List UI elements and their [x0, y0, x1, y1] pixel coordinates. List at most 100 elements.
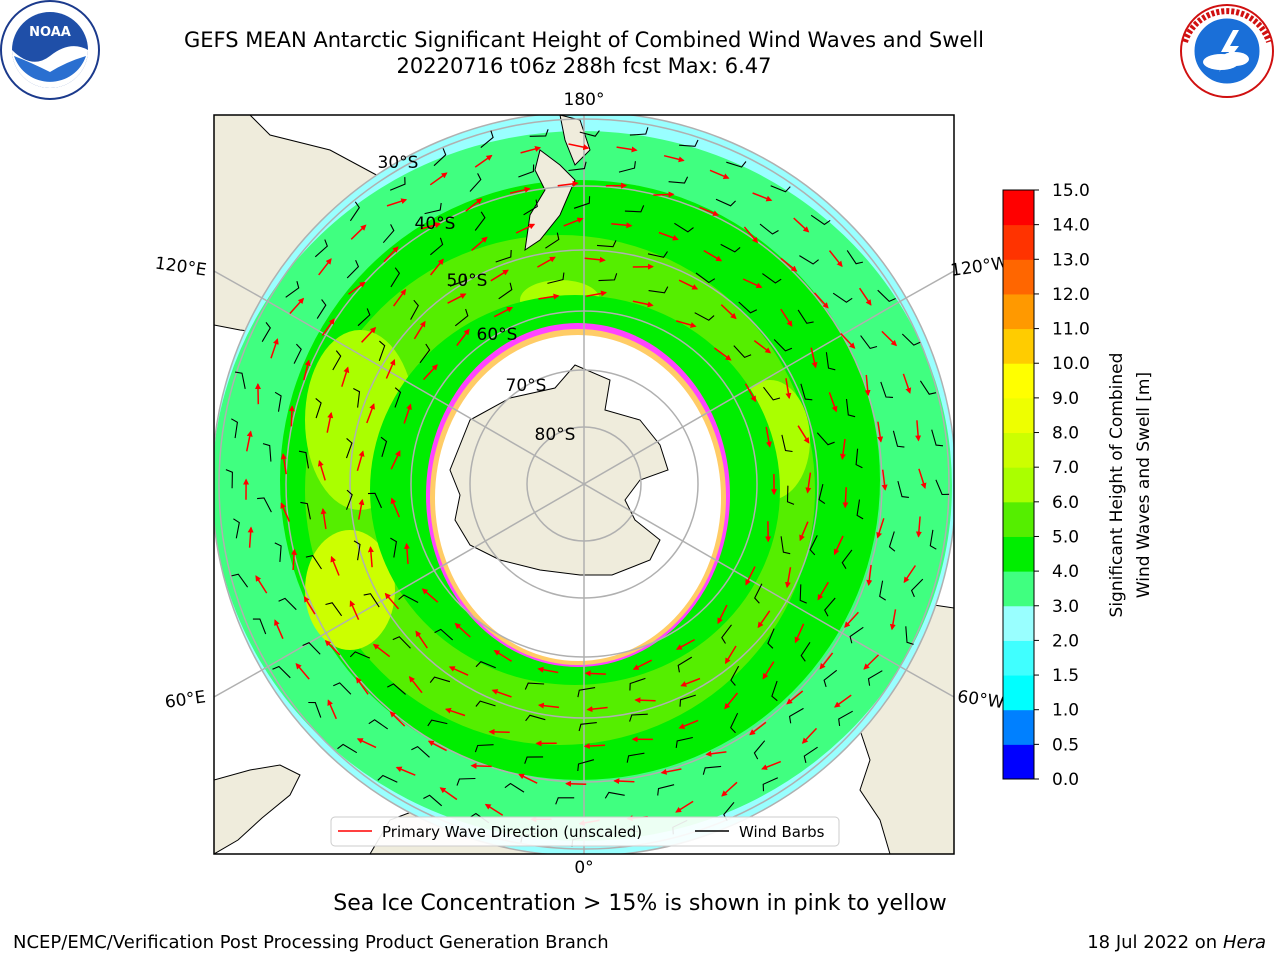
wave-arrow — [903, 565, 917, 584]
wind-barb — [495, 249, 512, 263]
nws-logo — [1180, 4, 1274, 98]
wave-arrow — [675, 638, 695, 650]
wave-arrow — [390, 497, 400, 518]
wind-barb — [474, 211, 486, 231]
wave-arrow — [288, 405, 295, 427]
lon-label-0: 0° — [574, 858, 593, 878]
colorbar-segment — [1003, 293, 1034, 330]
wave-arrow — [762, 661, 775, 680]
wind-barb — [901, 333, 921, 346]
wind-barb — [919, 380, 937, 395]
wind-barb — [624, 205, 645, 213]
colorbar-segment — [1003, 536, 1034, 572]
wave-arrow — [586, 706, 608, 713]
wave-arrow — [341, 366, 350, 387]
wind-barb — [762, 777, 779, 792]
wave-arrow — [757, 610, 771, 629]
wave-arrow — [844, 611, 859, 628]
wind-barb — [730, 712, 739, 734]
wave-arrow — [509, 186, 531, 194]
wave-arrow — [422, 364, 438, 381]
colorbar-tick-label: 13.0 — [1052, 250, 1090, 270]
colorbar-label-line2: Wind Waves and Swell [m] — [1134, 372, 1154, 598]
wave-arrow — [366, 403, 375, 424]
wave-arrow — [881, 330, 898, 347]
wave-arrow — [877, 421, 884, 443]
wind-barb — [715, 198, 736, 207]
map-frame — [213, 114, 955, 855]
wave-arrow — [744, 383, 757, 403]
wind-barb — [272, 665, 291, 679]
wind-barb — [298, 450, 310, 469]
lon-label-180: 180° — [564, 90, 605, 110]
wave-arrow — [842, 487, 849, 509]
wind-barb — [410, 299, 419, 320]
colorbar-segment — [1003, 640, 1034, 676]
wind-barb — [677, 656, 693, 673]
wind-barb — [252, 618, 267, 635]
wave-arrow — [699, 206, 720, 216]
wave-arrow — [408, 676, 423, 694]
wind-barb — [433, 148, 447, 167]
colorbar-label-line1: Significant Height of Combined — [1107, 353, 1127, 618]
wave-arrow — [585, 290, 607, 297]
wind-barb — [390, 267, 401, 288]
wave-arrow — [797, 425, 810, 444]
colorbar-tick-label: 4.0 — [1052, 562, 1079, 582]
wind-barb — [390, 537, 398, 558]
wind-barb — [367, 492, 383, 509]
wind-barb — [577, 759, 595, 772]
wind-barb — [726, 161, 747, 168]
wind-barb — [380, 436, 388, 457]
wave-arrow — [349, 600, 360, 621]
colorbar-segment — [1003, 363, 1034, 399]
wind-barb — [423, 794, 443, 807]
wind-barb — [800, 641, 811, 662]
wind-barb — [568, 161, 587, 172]
wave-arrow — [858, 287, 872, 306]
wave-arrow — [634, 697, 656, 704]
wave-arrow — [537, 666, 559, 674]
wind-barb — [759, 223, 779, 235]
wave-arrow — [611, 222, 633, 229]
wind-barb — [525, 714, 546, 722]
wave-arrow — [752, 192, 773, 202]
wind-barb — [274, 542, 282, 562]
wind-barb — [618, 161, 636, 173]
wind-barb — [577, 687, 596, 698]
wind-barb — [629, 713, 648, 722]
colorbar: 0.0 0.5 1.0 1.5 2.0 3.0 4.0 5.0 6.0 7.0 8.0 9.0 10.0… — [1002, 181, 1090, 790]
wave-arrow — [317, 460, 326, 481]
wind-barb — [261, 322, 271, 342]
wind-barb — [377, 774, 398, 783]
wind-barb — [504, 782, 525, 793]
wind-barb — [675, 736, 693, 748]
colorbar-segment — [1003, 501, 1034, 537]
wind-barb — [518, 164, 535, 178]
wind-barb — [349, 201, 360, 222]
wave-arrow — [474, 154, 493, 168]
wave-arrow — [810, 347, 818, 369]
wind-barb — [810, 214, 831, 226]
wave-arrow — [675, 800, 694, 813]
wind-barb — [767, 628, 775, 649]
date-credit: 18 Jul 2022 on Hera — [1087, 932, 1266, 953]
wind-barb — [278, 597, 297, 611]
wind-barb — [314, 239, 328, 258]
wind-barb — [879, 580, 886, 601]
wind-barb — [679, 139, 699, 147]
wind-barb — [555, 797, 575, 805]
wave-arrow — [447, 293, 467, 304]
wind-barb — [855, 448, 863, 469]
wave-arrow — [799, 521, 809, 542]
wind-barb — [545, 232, 560, 249]
wave-direction-arrows — [243, 143, 927, 826]
colorbar-tick-label: 2.0 — [1052, 631, 1079, 651]
wind-barb — [846, 250, 864, 265]
wind-barb — [797, 309, 814, 324]
wind-barb — [929, 529, 937, 550]
wind-barb — [800, 383, 813, 401]
wave-arrow — [828, 250, 843, 268]
wave-arrow — [491, 689, 512, 698]
wind-barb — [345, 489, 353, 510]
